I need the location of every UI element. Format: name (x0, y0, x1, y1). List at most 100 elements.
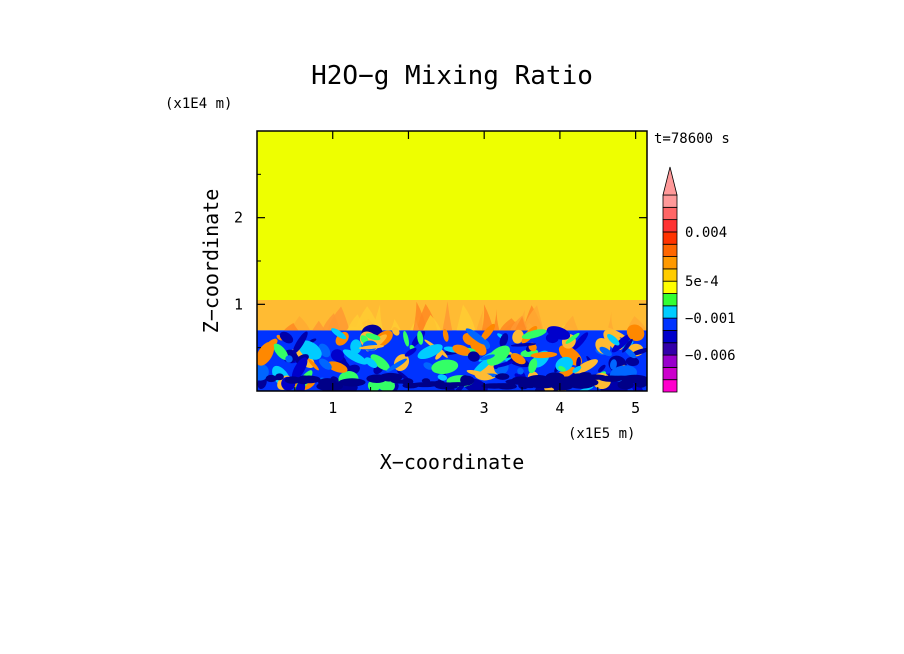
x-tick-label: 2 (404, 399, 413, 417)
x-axis-label: X−coordinate (380, 450, 525, 474)
field-blob (364, 357, 378, 368)
y-scale-label: (x1E4 m) (165, 96, 232, 112)
field-blob (611, 333, 632, 353)
plume (312, 320, 326, 331)
colorbar-label: 0.004 (685, 225, 727, 241)
field-blob (392, 327, 400, 336)
field-blob (499, 333, 509, 347)
field-blob (342, 349, 368, 365)
plume (283, 322, 299, 331)
colorbar-extend-arrow (662, 166, 678, 196)
field-blob (367, 376, 379, 381)
field-blob (327, 361, 348, 373)
field-blob (404, 347, 417, 357)
plume (322, 313, 341, 331)
field-blob (442, 329, 449, 342)
colorbar-segment (662, 243, 678, 257)
field-blob (630, 347, 647, 356)
plume (422, 314, 442, 331)
field-blob (573, 359, 598, 374)
field-blob (292, 331, 308, 354)
y-tick-label: 1 (234, 295, 243, 313)
field-blob (607, 333, 620, 346)
field-blob (297, 375, 321, 384)
colorbar (662, 166, 678, 393)
time-label: t=78600 s (654, 131, 730, 147)
field-blob (452, 344, 471, 356)
field-blob (379, 372, 403, 382)
colorbar-segment (662, 366, 678, 381)
x-tick-label: 4 (555, 399, 564, 417)
field-blob (521, 329, 547, 340)
chart-title: H2O−g Mixing Ratio (311, 61, 593, 91)
field-blob (417, 344, 443, 360)
colorbar-segment (662, 206, 678, 221)
field-blob (403, 330, 409, 347)
plume (523, 305, 544, 331)
field-blob (273, 343, 289, 361)
field-region (257, 300, 647, 331)
x-tick-label: 3 (480, 399, 489, 417)
colorbar-segment (662, 293, 678, 307)
field-blob (625, 356, 640, 367)
plume (347, 314, 366, 331)
plume (514, 316, 527, 331)
field-blob (558, 366, 566, 372)
field-blob (576, 356, 581, 369)
field-region (257, 131, 647, 300)
plume (481, 304, 494, 331)
field-blob (331, 328, 347, 340)
field-blob (386, 358, 407, 372)
colorbar-segment (662, 231, 678, 245)
field-blob (495, 374, 507, 380)
field-blob (350, 339, 362, 354)
field-blob (358, 344, 385, 350)
field-blob (576, 386, 594, 391)
field-blob (437, 374, 448, 381)
colorbar-segment (662, 317, 678, 331)
field-blob (486, 345, 511, 366)
field-blob (435, 383, 458, 390)
field-blob (480, 354, 495, 361)
plume (456, 304, 476, 331)
field-blob (558, 345, 582, 366)
field-blob (467, 351, 480, 362)
x-tick-label: 5 (631, 399, 640, 417)
field-blob (460, 375, 470, 385)
field-blob (622, 338, 633, 353)
colorbar-segment (662, 305, 678, 319)
plume (372, 304, 383, 331)
colorbar-segment (662, 256, 678, 270)
field-blob (279, 331, 294, 344)
field-blob (417, 330, 424, 345)
field-blob (626, 324, 645, 342)
field-blob (624, 347, 636, 359)
field-blob (546, 326, 571, 340)
field-blob (480, 323, 496, 342)
y-axis-label: Z−coordinate (199, 189, 223, 334)
plume (476, 309, 484, 331)
plume (442, 301, 453, 331)
field-blob (370, 354, 390, 371)
colorbar-segment (662, 330, 678, 344)
field-blob (338, 378, 366, 387)
field-blob (517, 367, 524, 375)
field-blob (510, 343, 537, 347)
field-blob (257, 364, 269, 381)
field-blob (435, 350, 444, 360)
plume (390, 318, 401, 331)
field-blob (285, 355, 293, 363)
field-blob (291, 357, 308, 381)
colorbar-segment (662, 268, 678, 282)
colorbar-label: −0.006 (685, 348, 736, 364)
plume (607, 311, 614, 331)
field-blob (528, 358, 538, 374)
colorbar-segment (662, 280, 678, 294)
field-blob (494, 361, 514, 368)
field-blob (318, 358, 332, 370)
x-tick-label: 1 (328, 399, 337, 417)
field-blob (569, 373, 593, 382)
field-blob (275, 373, 284, 381)
colorbar-segment (662, 194, 678, 208)
